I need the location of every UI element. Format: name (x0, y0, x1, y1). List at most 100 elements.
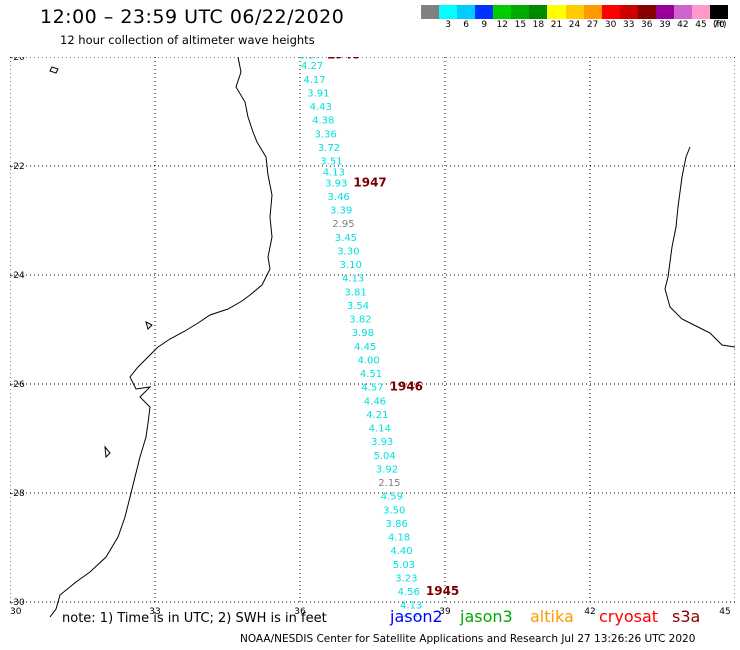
x-tick-labels: 30 33 36 39 42 45 (10, 607, 731, 617)
scale-label: 21 (550, 20, 563, 30)
scale-label: 6 (463, 20, 470, 30)
scale-label: 9 (481, 20, 488, 30)
swh-value: 4.51 (360, 369, 382, 380)
scale-label: 45 (695, 20, 707, 30)
swh-value: 4.13 (323, 167, 345, 178)
swh-value: 3.98 (352, 328, 374, 339)
swh-value: 3.82 (349, 315, 371, 326)
swh-value: 3.93 (371, 437, 393, 448)
scale-swatch (673, 5, 692, 19)
swh-value: 3.50 (383, 505, 405, 516)
color-scale (421, 5, 729, 19)
island-2 (104, 445, 111, 459)
scale-swatch (601, 5, 620, 19)
swh-value: 3.36 (314, 129, 336, 140)
swh-value: 3.45 (335, 233, 357, 244)
y-tick-label: -28 (10, 489, 25, 499)
swh-value: 4.21 (366, 410, 388, 421)
coastline (49, 57, 735, 617)
scale-swatch (565, 5, 584, 19)
y-tick-labels: -20 -22 -24 -26 -28 -30 (10, 57, 25, 608)
x-tick-label: 45 (719, 607, 730, 617)
legend-jason2: jason2 (390, 607, 443, 626)
scale-label (421, 20, 439, 30)
africa-coast (49, 57, 273, 617)
island-1 (49, 66, 59, 74)
legend-cryosat: cryosat (599, 607, 659, 626)
x-tick-label: 39 (439, 607, 451, 617)
scale-swatch (493, 5, 512, 19)
swh-value: 4.27 (301, 61, 323, 72)
footer-note: note: 1) Time is in UTC; 2) SWH is in fe… (62, 611, 327, 626)
swh-value: 3.81 (344, 287, 366, 298)
scale-label: 3 (445, 20, 451, 30)
swh-value: 4.00 (358, 355, 380, 366)
swh-value: 2.15 (378, 478, 400, 489)
swh-value: 4.57 (361, 383, 383, 394)
y-tick-label: -26 (10, 380, 25, 390)
swh-value: 4.43 (310, 102, 332, 113)
legend-s3a: s3a (672, 607, 701, 626)
swh-value: 4.13 (342, 274, 364, 285)
scale-swatch (637, 5, 656, 19)
scale-swatch (475, 5, 494, 19)
x-tick-label: 42 (584, 607, 595, 617)
page-title: 12:00 – 23:59 UTC 06/22/2020 (40, 6, 345, 28)
y-tick-label: -20 (10, 57, 25, 63)
swh-value: 3.93 (325, 178, 347, 189)
scale-swatch (421, 5, 440, 19)
swh-value: 4.14 (369, 424, 391, 435)
swh-value: 4.40 (390, 546, 412, 557)
y-tick-label: -22 (10, 162, 25, 172)
scale-swatch (529, 5, 548, 19)
scale-swatch (511, 5, 530, 19)
x-tick-label: 36 (294, 607, 306, 617)
legend-jason3: jason3 (460, 607, 513, 626)
swh-value: 4.45 (354, 342, 376, 353)
swh-value: 3.23 (395, 573, 417, 584)
wave-height-track: 3.874.274.173.914.434.383.363.723.514.13… (299, 57, 425, 617)
swh-value: 3.92 (376, 464, 398, 475)
scale-swatch (619, 5, 638, 19)
scale-label: 15 (514, 20, 527, 30)
scale-label: 33 (622, 20, 635, 30)
swh-value: 3.30 (337, 246, 359, 257)
swh-value: 5.03 (393, 560, 415, 571)
scale-unit: (ft) (713, 20, 727, 30)
swh-value: 3.39 (330, 206, 352, 217)
swh-value: 3.10 (340, 260, 362, 271)
x-tick-label: 30 (10, 607, 22, 617)
scale-swatch (655, 5, 674, 19)
scale-label: 30 (604, 20, 617, 30)
time-labels: 1948 1947 1946 1945 (327, 57, 459, 598)
y-tick-label: -24 (10, 271, 25, 281)
time-label: 1946 (390, 380, 423, 394)
swh-value: 3.54 (347, 301, 369, 312)
color-scale-labels: 3 6 9 12 15 18 21 24 27 30 33 36 39 42 45 70 (421, 20, 728, 30)
swh-value: 5.04 (373, 451, 395, 462)
swh-value: 4.18 (388, 533, 410, 544)
island-3 (145, 321, 153, 330)
scale-label: 70 (713, 20, 725, 30)
swh-value: 3.86 (386, 519, 408, 530)
scale-label: 42 (677, 20, 689, 30)
scale-swatch (583, 5, 602, 19)
swh-value: 4.17 (303, 75, 325, 86)
scale-swatch (439, 5, 458, 19)
swh-value: 3.51 (320, 157, 342, 168)
x-tick-label: 33 (149, 607, 160, 617)
page-subtitle: 12 hour collection of altimeter wave hei… (60, 33, 315, 47)
swh-value: 3.91 (307, 88, 329, 99)
scale-swatch (547, 5, 566, 19)
scale-label: 12 (496, 20, 508, 30)
credit-line: NOAA/NESDIS Center for Satellite Applica… (240, 633, 696, 645)
map-plot: 3.874.274.173.914.434.383.363.723.514.13… (10, 57, 735, 617)
swh-value: 4.59 (381, 492, 403, 503)
scale-label: 18 (532, 20, 545, 30)
swh-value: 3.72 (318, 143, 340, 154)
scale-label: 36 (641, 20, 653, 30)
madagascar-coast (664, 146, 735, 348)
scale-swatch (457, 5, 476, 19)
swh-value: 4.38 (312, 116, 334, 127)
time-label: 1948 (327, 57, 360, 61)
